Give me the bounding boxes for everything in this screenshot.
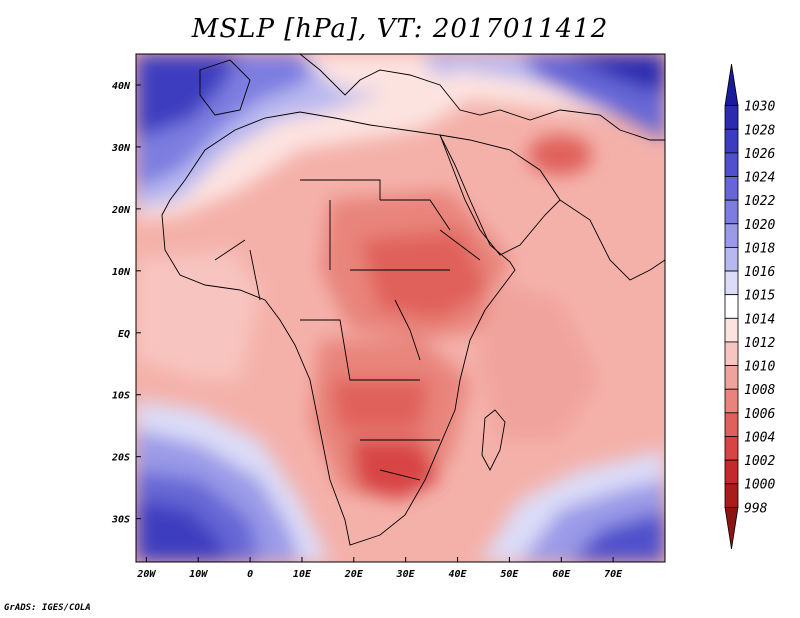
colorbar-swatch [724,506,739,550]
colorbar-label: 1014 [744,312,775,327]
y-tick-label: 30N [111,143,131,154]
credit-text: GrADS: IGES/COLA [4,603,91,613]
colorbar-label: 1030 [744,100,775,115]
colorbar-swatch [724,152,739,177]
x-tick-label: 60E [552,569,571,580]
pressure-field [136,54,665,562]
colorbar-swatch [724,294,739,319]
x-tick-label: 0 [247,569,253,580]
colorbar-swatch [724,128,739,154]
colorbar-label: 1008 [744,383,775,398]
coastlines [161,54,665,546]
colorbar-swatch [724,436,739,461]
colorbar-swatch [724,365,739,390]
colorbar-swatch [724,412,739,437]
colorbar-swatch [724,483,739,508]
colorbar-label: 1024 [744,171,775,186]
y-axis: 40N 30N 20N 10N EQ 10S 20S 30S [111,81,141,526]
y-tick-label: 30S [111,515,130,526]
colorbar-label: 1000 [744,478,775,493]
colorbar-swatch [724,199,739,225]
y-tick-label: EQ [118,329,130,340]
colorbar-label: 1004 [744,430,775,445]
colorbar-swatch [724,317,739,343]
y-tick-label: 40N [112,81,131,92]
x-tick-label: 70E [604,569,623,580]
colorbar-swatch [724,223,739,248]
colorbar-label: 1020 [744,218,775,233]
y-tick-label: 20S [111,453,130,464]
colorbar-label: 1016 [744,265,775,280]
colorbar-swatch [724,105,739,130]
x-tick-label: 30E [396,569,416,580]
colorbar-label: 1010 [744,360,775,375]
x-tick-label: 20E [344,569,364,580]
colorbar-label: 1006 [744,407,775,422]
colorbar-swatch [724,247,739,272]
colorbar-label: 1015 [744,289,775,304]
colorbar-label: 1028 [744,123,775,138]
y-tick-label: 20N [111,205,131,216]
x-tick-label: 40E [449,569,468,580]
colorbar: 1030 1028 1026 1024 1022 1020 1018 1016 1015 1014… [724,63,775,550]
colorbar-label: 998 [744,501,768,516]
map-frame [135,53,666,563]
chart-title: MSLP [hPa], VT: 2017011412 [191,14,609,44]
y-tick-label: 10S [112,391,130,402]
colorbar-label: 1022 [744,194,775,209]
colorbar-swatch [724,459,739,485]
colorbar-label: 1002 [744,454,775,469]
x-tick-label: 10W [189,569,208,580]
colorbar-label: 1026 [744,147,775,162]
y-tick-label: 10N [112,267,131,278]
x-axis: 20W 10W 0 10E 20E 30E 40E 50E 60E 70E [136,557,623,580]
colorbar-swatch [724,341,739,366]
colorbar-swatch [724,63,739,107]
x-tick-label: 10E [293,569,312,580]
x-tick-label: 50E [500,569,519,580]
x-tick-label: 20W [136,569,156,580]
colorbar-label: 1012 [744,336,775,351]
colorbar-swatch [724,176,739,201]
colorbar-swatch [724,388,739,414]
colorbar-swatch [724,270,739,296]
colorbar-label: 1018 [744,241,775,256]
